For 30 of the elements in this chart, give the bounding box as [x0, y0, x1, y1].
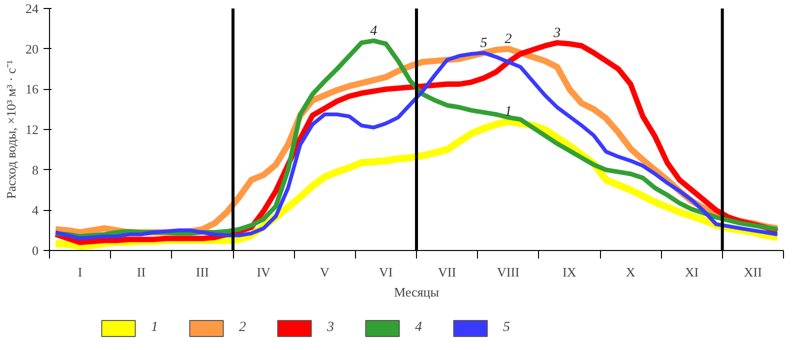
- y-tick-label: 24: [26, 1, 39, 16]
- x-tick-label: X: [626, 264, 636, 280]
- y-tick-label: 4: [32, 202, 39, 218]
- y-tick-label: 16: [26, 82, 39, 97]
- text: 3: [554, 26, 561, 41]
- x-tick-label: V: [320, 264, 330, 280]
- x-tick-label: IX: [562, 264, 577, 280]
- legend-label: 4: [415, 320, 423, 336]
- x-tick-label: IV: [256, 264, 272, 280]
- x-tick-label: XI: [684, 264, 699, 280]
- x-tick-label: I: [78, 264, 82, 280]
- legend-label: 1: [151, 320, 159, 336]
- legend-label: 3: [327, 320, 335, 336]
- y-tick-label: 20: [26, 41, 38, 56]
- text: 5: [480, 36, 488, 51]
- text: 2: [504, 32, 512, 47]
- y-tick-label: 8: [32, 162, 38, 178]
- text: 4: [370, 24, 378, 39]
- y-tick-label: 12: [26, 122, 38, 137]
- x-tick-label: II: [136, 264, 146, 280]
- y-axis-title: Расход воды, ×10³ м³ · с⁻¹: [4, 60, 18, 199]
- x-tick-label: III: [196, 264, 209, 280]
- legend-label: 2: [239, 320, 247, 336]
- x-tick-label: VII: [438, 264, 456, 280]
- x-tick-label: VI: [379, 264, 393, 280]
- legend-label: 5: [503, 320, 511, 336]
- x-tick-label: VIII: [497, 264, 520, 280]
- y-tick-label: 0: [32, 243, 38, 258]
- x-tick-label: XII: [744, 264, 762, 280]
- x-axis-title: Месяцы: [394, 284, 440, 300]
